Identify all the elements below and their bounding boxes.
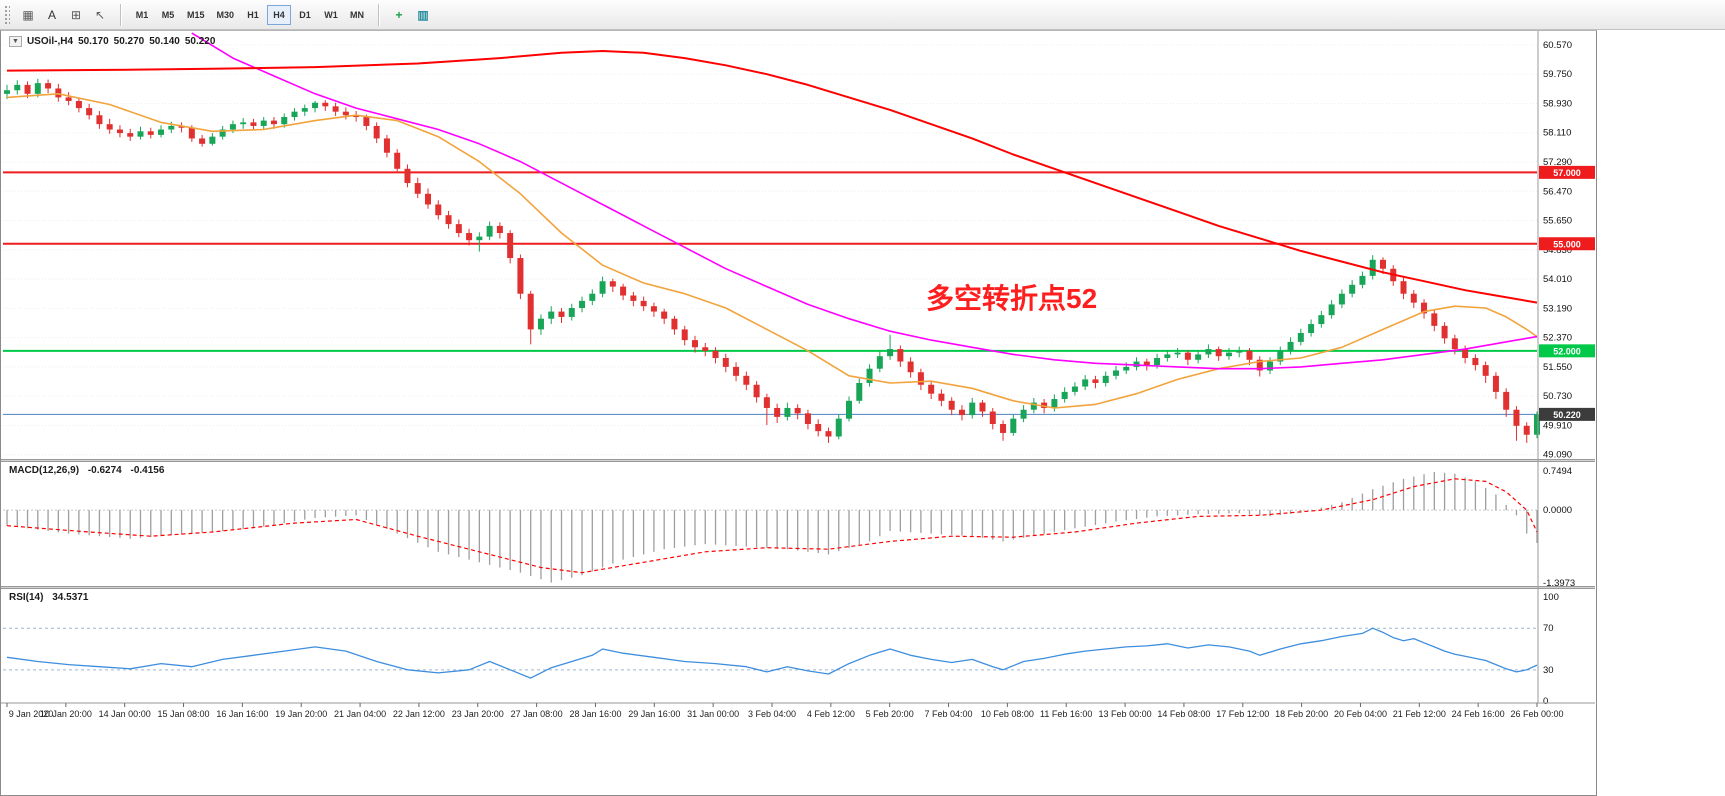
svg-text:29 Jan 16:00: 29 Jan 16:00 — [628, 709, 680, 719]
svg-text:50.730: 50.730 — [1543, 391, 1572, 402]
svg-text:53.190: 53.190 — [1543, 303, 1572, 314]
chart-tools-group: ▦ A ⊞ ↖ — [16, 4, 112, 26]
toolbar-grip[interactable] — [4, 4, 10, 25]
svg-text:9 Jan 2020: 9 Jan 2020 — [9, 709, 54, 719]
chart-properties-icon[interactable]: ▥ — [411, 4, 435, 26]
timeframe-m30-button[interactable]: M30 — [212, 5, 240, 25]
text-label-icon[interactable]: A — [40, 4, 64, 26]
svg-text:26 Feb 00:00: 26 Feb 00:00 — [1510, 709, 1563, 719]
svg-text:22 Jan 12:00: 22 Jan 12:00 — [393, 709, 445, 719]
svg-text:27 Jan 08:00: 27 Jan 08:00 — [511, 709, 563, 719]
svg-text:-1.3973: -1.3973 — [1543, 578, 1575, 589]
svg-text:55.650: 55.650 — [1543, 216, 1572, 227]
svg-text:59.750: 59.750 — [1543, 69, 1572, 80]
svg-text:17 Feb 12:00: 17 Feb 12:00 — [1216, 709, 1269, 719]
svg-text:60.570: 60.570 — [1543, 40, 1572, 51]
svg-text:0: 0 — [1543, 696, 1548, 707]
svg-text:0.7494: 0.7494 — [1543, 466, 1572, 477]
svg-text:54.010: 54.010 — [1543, 274, 1572, 285]
timeframes-group: M1 M5 M15 M30 H1 H4 D1 W1 MN — [129, 4, 370, 25]
toolbar-separator — [120, 3, 121, 26]
timeframe-mn-button[interactable]: MN — [345, 5, 369, 25]
chart-text-annotation[interactable]: 多空转折点52 — [926, 283, 1098, 314]
rsi-label: RSI(14) 34.5371 — [9, 592, 94, 603]
timeframe-m5-button[interactable]: M5 — [156, 5, 180, 25]
timeframe-w1-button[interactable]: W1 — [319, 5, 343, 25]
chart-canvas[interactable]: 60.570 59.750 58.930 58.110 57.290 56.470 55.6… — [1, 31, 1596, 795]
svg-text:15 Jan 08:00: 15 Jan 08:00 — [158, 709, 210, 719]
svg-text:10 Feb 08:00: 10 Feb 08:00 — [981, 709, 1034, 719]
svg-text:23 Jan 20:00: 23 Jan 20:00 — [452, 709, 504, 719]
macd-main-value: -0.6274 — [87, 465, 122, 476]
timeframe-h4-button[interactable]: H4 — [267, 4, 292, 25]
svg-text:58.930: 58.930 — [1543, 98, 1572, 109]
svg-text:7 Feb 04:00: 7 Feb 04:00 — [925, 709, 973, 719]
svg-text:51.550: 51.550 — [1543, 362, 1572, 373]
ohlc-close: 50.220 — [184, 36, 216, 47]
svg-text:20 Feb 04:00: 20 Feb 04:00 — [1334, 709, 1387, 719]
macd-name: MACD(12,26,9) — [9, 465, 80, 476]
indicator-list-toggle-icon[interactable]: ▼ — [9, 36, 22, 47]
svg-text:0.0000: 0.0000 — [1543, 505, 1572, 516]
new-chart-icon[interactable]: ⊞ — [64, 4, 88, 26]
svg-text:21 Feb 12:00: 21 Feb 12:00 — [1393, 709, 1446, 719]
svg-text:70: 70 — [1543, 623, 1554, 634]
ohlc-high: 50.270 — [113, 36, 145, 47]
svg-text:55.000: 55.000 — [1553, 239, 1581, 249]
chart-window: 60.570 59.750 58.930 58.110 57.290 56.470 55.6… — [0, 30, 1597, 796]
toolbar-separator — [378, 3, 380, 26]
svg-text:24 Feb 16:00: 24 Feb 16:00 — [1452, 709, 1505, 719]
svg-text:10 Jan 20:00: 10 Jan 20:00 — [40, 709, 92, 719]
ohlc-low: 50.140 — [149, 36, 180, 47]
svg-text:3 Feb 04:00: 3 Feb 04:00 — [748, 709, 796, 719]
svg-text:56.470: 56.470 — [1543, 186, 1572, 197]
svg-text:14 Jan 00:00: 14 Jan 00:00 — [99, 709, 151, 719]
svg-text:13 Feb 00:00: 13 Feb 00:00 — [1099, 709, 1152, 719]
rsi-value: 34.5371 — [52, 592, 89, 603]
chart-symbol-label: ▼ USOil-,H4 50.170 50.270 50.140 50.220 — [9, 36, 215, 47]
svg-text:49.090: 49.090 — [1543, 450, 1572, 461]
svg-text:19 Jan 20:00: 19 Jan 20:00 — [275, 709, 327, 719]
add-indicator-icon[interactable]: + — [387, 4, 411, 26]
svg-text:31 Jan 00:00: 31 Jan 00:00 — [687, 709, 739, 719]
svg-text:49.910: 49.910 — [1543, 420, 1572, 431]
svg-text:11 Feb 16:00: 11 Feb 16:00 — [1040, 709, 1092, 719]
svg-text:54.830: 54.830 — [1543, 245, 1572, 256]
svg-text:5 Feb 20:00: 5 Feb 20:00 — [866, 709, 914, 719]
svg-text:16 Jan 16:00: 16 Jan 16:00 — [216, 709, 268, 719]
macd-signal-value: -0.4156 — [130, 465, 165, 476]
timeframe-d1-button[interactable]: D1 — [293, 5, 317, 25]
macd-label: MACD(12,26,9) -0.6274 -0.4156 — [9, 465, 170, 476]
cursor-tool-icon[interactable]: ↖ — [88, 4, 112, 26]
timeframe-m1-button[interactable]: M1 — [130, 5, 154, 25]
svg-text:58.110: 58.110 — [1543, 128, 1571, 139]
svg-text:57.290: 57.290 — [1543, 157, 1572, 168]
main-toolbar: ▦ A ⊞ ↖ M1 M5 M15 M30 H1 H4 D1 W1 MN + ▥ — [0, 0, 1725, 30]
ohlc-open: 50.170 — [78, 36, 109, 47]
svg-text:18 Feb 20:00: 18 Feb 20:00 — [1275, 709, 1328, 719]
svg-text:57.000: 57.000 — [1553, 168, 1581, 178]
svg-text:28 Jan 16:00: 28 Jan 16:00 — [569, 709, 621, 719]
symbol-period-label: USOil-,H4 — [26, 36, 74, 47]
svg-text:50.220: 50.220 — [1553, 410, 1581, 420]
extra-tools-group: + ▥ — [387, 4, 435, 26]
svg-text:14 Feb 08:00: 14 Feb 08:00 — [1157, 709, 1210, 719]
svg-text:52.370: 52.370 — [1543, 333, 1572, 344]
svg-text:52.000: 52.000 — [1553, 346, 1581, 356]
svg-text:100: 100 — [1543, 592, 1559, 603]
timeframe-m15-button[interactable]: M15 — [182, 5, 210, 25]
chart-grid-icon[interactable]: ▦ — [16, 4, 40, 26]
timeframe-h1-button[interactable]: H1 — [241, 5, 265, 25]
svg-text:30: 30 — [1543, 665, 1554, 676]
rsi-name: RSI(14) — [9, 592, 44, 603]
svg-text:21 Jan 04:00: 21 Jan 04:00 — [334, 709, 386, 719]
svg-text:4 Feb 12:00: 4 Feb 12:00 — [807, 709, 855, 719]
